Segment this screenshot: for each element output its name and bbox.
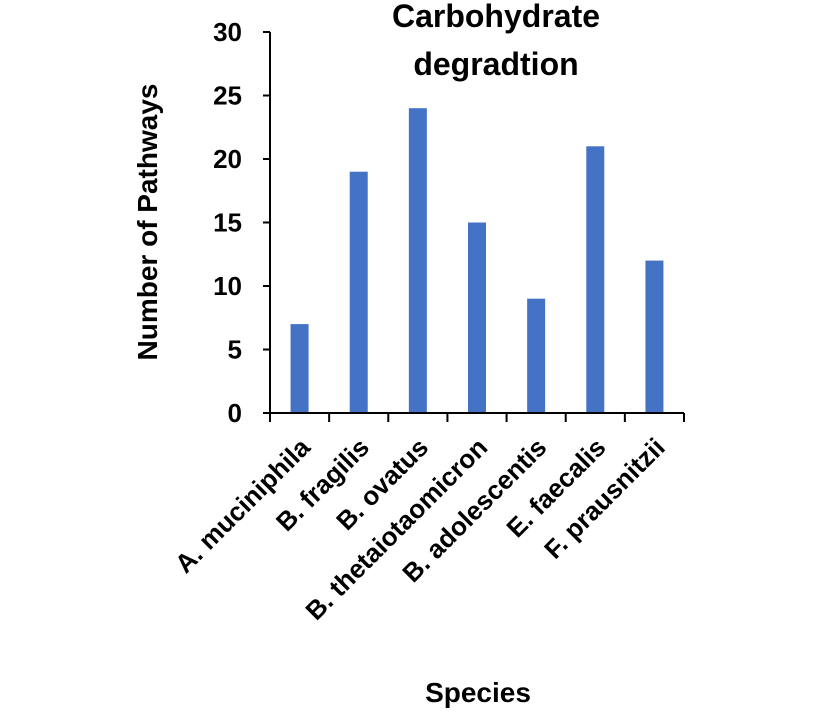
y-axis-title: Number of Pathways <box>132 84 163 361</box>
bar-6 <box>586 146 605 414</box>
y-tick-label-5: 5 <box>228 335 242 365</box>
bar-4 <box>468 222 486 413</box>
bar-3 <box>408 108 427 413</box>
bar-7 <box>645 260 664 413</box>
axes-layer <box>263 31 685 422</box>
bar-2 <box>349 171 368 413</box>
bars-layer <box>290 108 664 414</box>
y-tick-label-15: 15 <box>213 208 242 238</box>
y-tick-label-0: 0 <box>228 398 242 428</box>
bar-5 <box>527 298 546 413</box>
y-tick-label-20: 20 <box>213 144 242 174</box>
y-tick-label-30: 30 <box>213 17 242 47</box>
chart-title-line-1: Carbohydrate <box>392 0 600 34</box>
chart-title-line-2: degradtion <box>413 46 578 82</box>
chart-title: Carbohydrate degradtion <box>392 0 600 82</box>
y-tick-label-10: 10 <box>213 271 242 301</box>
x-axis-title: Species <box>425 677 531 708</box>
y-tick-label-25: 25 <box>213 81 242 111</box>
bar-1 <box>290 324 309 413</box>
